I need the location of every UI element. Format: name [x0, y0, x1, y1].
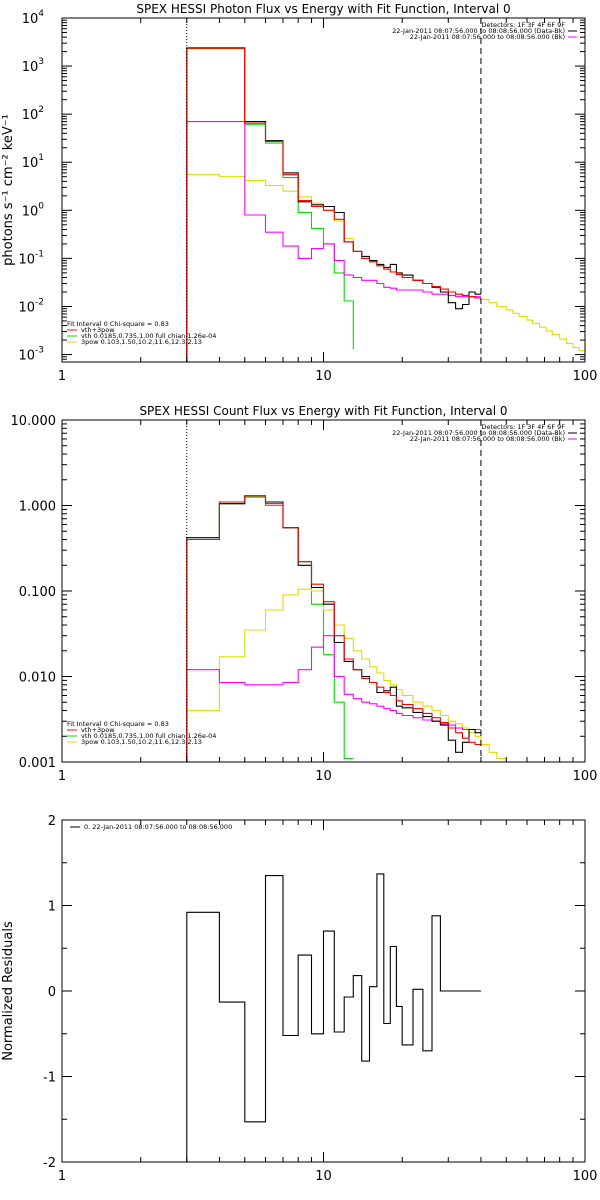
y-tick-label: 1.000	[19, 500, 56, 515]
y-tick-base: 10	[18, 252, 35, 267]
series-line-1	[186, 48, 354, 362]
series-line-2	[186, 588, 520, 762]
y-tick-label: 10-3	[18, 346, 44, 364]
y-tick-label: 0.001	[19, 756, 56, 771]
plot-title: SPEX HESSI Photon Flux vs Energy with Fi…	[136, 2, 510, 16]
legend-entry: 22-Jan-2011 08:07:56.000 to 08:08:56.000…	[392, 429, 565, 437]
x-tick-label: 10	[315, 369, 332, 384]
legend-entry: Detectors: 1F 3F 4F 6F 9F	[481, 21, 565, 29]
y-tick-base: 10	[22, 204, 39, 219]
series-line-1	[186, 496, 354, 762]
y-tick-exponent: 0	[38, 201, 44, 211]
legend-entry: 22-Jan-2011 08:07:56.000 to 08:08:56.000…	[410, 33, 565, 41]
y-axis-label: Normalized Residuals	[1, 921, 16, 1061]
y-tick-exponent: -3	[35, 346, 44, 356]
legend-entry: Detectors: 1F 3F 4F 6F 9F	[481, 423, 565, 431]
y-tick-base: 10	[18, 300, 35, 315]
y-tick-label: 1	[48, 900, 56, 915]
x-tick-label: 100	[573, 769, 598, 784]
y-tick-exponent: -1	[35, 249, 44, 259]
y-tick-exponent: 3	[38, 57, 44, 67]
y-tick-exponent: 2	[38, 105, 44, 115]
y-tick-label: 10-2	[18, 297, 44, 315]
y-tick-label: 0	[48, 985, 56, 1000]
y-axis-label: photons s⁻¹ cm⁻² keV⁻¹	[1, 114, 16, 266]
legend-entry: 22-Jan-2011 08:07:56.000 to 08:08:56.000…	[410, 435, 565, 443]
y-tick-exponent: 1	[38, 153, 44, 163]
y-tick-label: 10.000	[11, 414, 57, 429]
y-tick-label: 100	[22, 201, 45, 219]
legend-entry: vth+3pow	[81, 326, 115, 334]
y-tick-base: 10	[22, 156, 39, 171]
y-tick-label: 2	[48, 814, 56, 829]
series-line-5	[186, 47, 481, 362]
y-tick-label: -2	[43, 1156, 56, 1171]
y-tick-base: 10	[18, 349, 35, 364]
series-line-5	[186, 495, 481, 762]
panel-3: Normalized Residuals 1 10 100 -2 -1 0 1 2 0. 22-J…	[1, 814, 597, 1184]
series-group	[186, 495, 520, 762]
series-line-1	[186, 873, 481, 1162]
y-tick-label: 102	[22, 105, 44, 123]
series-line-3	[186, 635, 481, 762]
legend-entry: vth+3pow	[81, 726, 115, 734]
y-tick-label: 104	[22, 9, 45, 27]
panel-1: SPEX HESSI Photon Flux vs Energy with Fi…	[1, 2, 597, 384]
y-tick-base: 10	[22, 12, 39, 27]
x-tick-label: 1	[58, 369, 66, 384]
y-tick-label: 10-1	[18, 249, 44, 267]
legend-entry: 0. 22-Jan-2011 08:07:56.000 to 08:08:56.…	[84, 823, 232, 831]
legend-entry: Fit Interval 0 Chi-square = 0.83	[67, 720, 169, 728]
y-tick-label: 0.100	[19, 585, 56, 600]
x-tick-label: 10	[315, 1169, 332, 1184]
x-tick-label: 100	[573, 369, 598, 384]
legend-entry: Fit Interval 0 Chi-square = 0.83	[67, 320, 169, 328]
y-tick-label: -1	[43, 1071, 56, 1086]
series-line-4	[186, 47, 481, 362]
y-tick-exponent: 4	[38, 9, 44, 19]
legend-entry: 3pow 0.103,1.50,10.2,11.6,12.3,2.13	[81, 738, 202, 746]
x-tick-label: 1	[58, 1169, 66, 1184]
plot-title: SPEX HESSI Count Flux vs Energy with Fit…	[139, 404, 507, 418]
series-line-3	[186, 121, 481, 362]
y-tick-base: 10	[22, 60, 39, 75]
y-tick-label: 101	[22, 153, 44, 171]
y-tick-label: 103	[22, 57, 44, 75]
x-tick-label: 1	[58, 769, 66, 784]
series-group	[186, 47, 585, 362]
x-tick-label: 10	[315, 769, 332, 784]
y-tick-exponent: -2	[35, 297, 44, 307]
legend-entry: 22-Jan-2011 08:07:56.000 to 08:08:56.000…	[392, 27, 565, 35]
panel-2: SPEX HESSI Count Flux vs Energy with Fit…	[11, 404, 598, 784]
legend-entry: vth 0.0185,0.735,1.00 full chian 1.26e-0…	[81, 732, 216, 740]
y-tick-label: 0.010	[19, 671, 56, 686]
x-tick-label: 100	[573, 1169, 598, 1184]
series-line-2	[186, 174, 585, 362]
legend-entry: 3pow 0.103,1.50,10.2,11.6,12.3,2.13	[81, 338, 202, 346]
series-group	[186, 873, 481, 1162]
legend-entry: vth 0.0185,0.735,1.00 full chian 1.26e-0…	[81, 332, 216, 340]
y-tick-base: 10	[22, 108, 39, 123]
